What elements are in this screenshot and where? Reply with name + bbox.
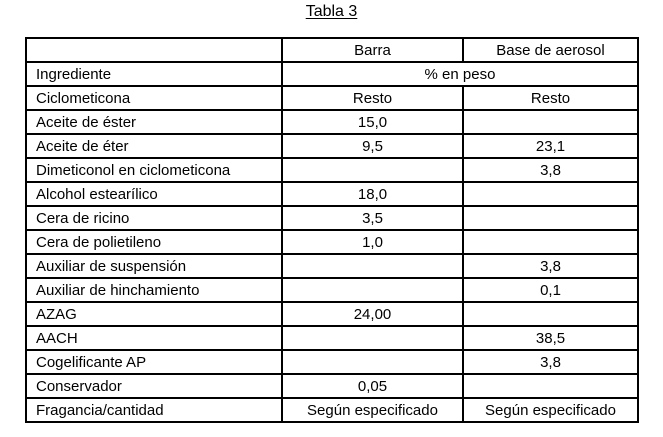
ingredient-cell: Cera de ricino [25,205,283,231]
table-row: Auxiliar de hinchamiento 0,1 [25,277,639,303]
ingredient-cell: Aceite de éter [25,133,283,159]
ingredient-cell: Cogelificante AP [25,349,283,375]
ingredient-cell: Dimeticonol en ciclometicona [25,157,283,183]
aerosol-value-cell: Según especificado [462,397,639,423]
subheader-row: Ingrediente % en peso [25,61,639,87]
table-row: Aceite de éster 15,0 [25,109,639,135]
aerosol-value-cell: 3,8 [462,349,639,375]
barra-value-cell: 1,0 [281,229,464,255]
aerosol-value-cell [462,109,639,135]
barra-value-cell: 24,00 [281,301,464,327]
aerosol-value-cell [462,373,639,399]
ingredient-column-label: Ingrediente [25,61,283,87]
aerosol-value-cell: 38,5 [462,325,639,351]
table-row: Cogelificante AP 3,8 [25,349,639,375]
aerosol-value-cell [462,205,639,231]
table-row: AACH 38,5 [25,325,639,351]
aerosol-value-cell: 0,1 [462,277,639,303]
ingredient-cell: Fragancia/cantidad [25,397,283,423]
ingredient-cell: AZAG [25,301,283,327]
table-row: Ciclometicona Resto Resto [25,85,639,111]
table-row: Dimeticonol en ciclometicona 3,8 [25,157,639,183]
header-barra-cell: Barra [281,37,464,63]
barra-value-cell [281,277,464,303]
barra-value-cell [281,349,464,375]
header-row: Barra Base de aerosol [25,37,639,63]
header-empty-cell [25,37,283,63]
barra-value-cell: 0,05 [281,373,464,399]
table-row: Aceite de éter 9,5 23,1 [25,133,639,159]
ingredient-cell: Alcohol estearílico [25,181,283,207]
ingredient-cell: Auxiliar de suspensión [25,253,283,279]
ingredient-cell: Auxiliar de hinchamiento [25,277,283,303]
table-row: Auxiliar de suspensión 3,8 [25,253,639,279]
page-title: Tabla 3 [305,3,358,20]
barra-value-cell: 3,5 [281,205,464,231]
ingredient-cell: Ciclometicona [25,85,283,111]
barra-value-cell: 18,0 [281,181,464,207]
header-aerosol-cell: Base de aerosol [462,37,639,63]
aerosol-value-cell [462,181,639,207]
aerosol-value-cell: Resto [462,85,639,111]
table-row: Alcohol estearílico 18,0 [25,181,639,207]
table-row: Cera de polietileno 1,0 [25,229,639,255]
barra-value-cell [281,157,464,183]
barra-value-cell: Según especificado [281,397,464,423]
barra-value-cell: Resto [281,85,464,111]
percent-weight-cell: % en peso [281,61,639,87]
table-row: Fragancia/cantidad Según especificado Se… [25,397,639,423]
barra-value-cell: 9,5 [281,133,464,159]
table-row: Conservador 0,05 [25,373,639,399]
table-row: AZAG 24,00 [25,301,639,327]
aerosol-value-cell [462,229,639,255]
aerosol-value-cell: 3,8 [462,253,639,279]
ingredient-cell: AACH [25,325,283,351]
ingredient-cell: Conservador [25,373,283,399]
ingredient-cell: Aceite de éster [25,109,283,135]
aerosol-value-cell: 23,1 [462,133,639,159]
barra-value-cell: 15,0 [281,109,464,135]
barra-value-cell [281,325,464,351]
table-row: Cera de ricino 3,5 [25,205,639,231]
ingredient-cell: Cera de polietileno [25,229,283,255]
aerosol-value-cell [462,301,639,327]
ingredients-table: Barra Base de aerosol Ingrediente % en p… [25,37,639,423]
aerosol-value-cell: 3,8 [462,157,639,183]
barra-value-cell [281,253,464,279]
